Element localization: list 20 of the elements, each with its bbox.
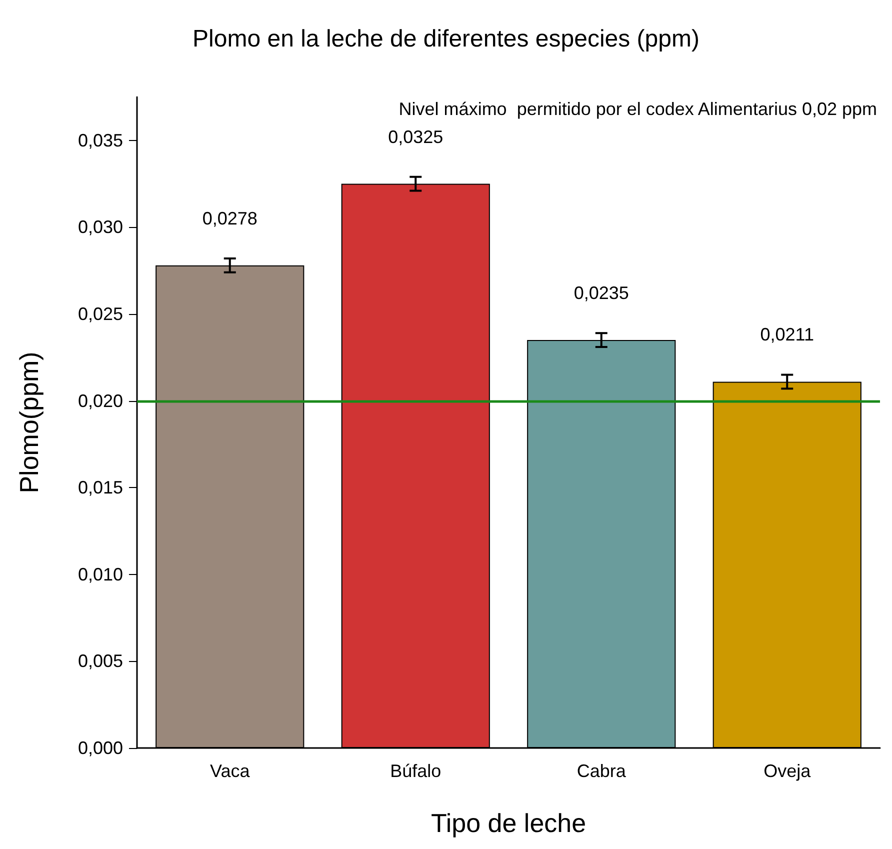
y-tick-label: 0,015	[78, 478, 123, 498]
x-axis-title: Tipo de leche	[430, 808, 586, 838]
y-tick-label: 0,005	[78, 651, 123, 672]
y-tick-label: 0,000	[78, 738, 123, 758]
y-tick-label: 0,010	[78, 564, 123, 584]
y-tick-label: 0,025	[78, 304, 123, 324]
data-label: 0,0278	[202, 208, 258, 228]
y-axis-title: Plomo(ppm)	[14, 352, 44, 494]
annotation: Nivel máximo permitido por el codex Alimentarius 0,02 ppm	[398, 99, 878, 119]
data-label: 0,0211	[760, 324, 814, 345]
x-tick-label: Vaca	[210, 761, 251, 781]
data-label: 0,0235	[574, 283, 629, 304]
x-tick-label: Oveja	[764, 761, 812, 781]
chart-title: Plomo en la leche de diferentes especies (ppm)	[192, 26, 700, 52]
x-tick-label: Búfalo	[390, 761, 442, 781]
x-tick-label: Cabra	[576, 761, 627, 781]
y-tick-label: 0,020	[78, 390, 123, 411]
data-label: 0,0325	[388, 126, 444, 147]
y-tick-label: 0,030	[78, 217, 123, 238]
y-tick-label: 0,035	[78, 130, 123, 150]
